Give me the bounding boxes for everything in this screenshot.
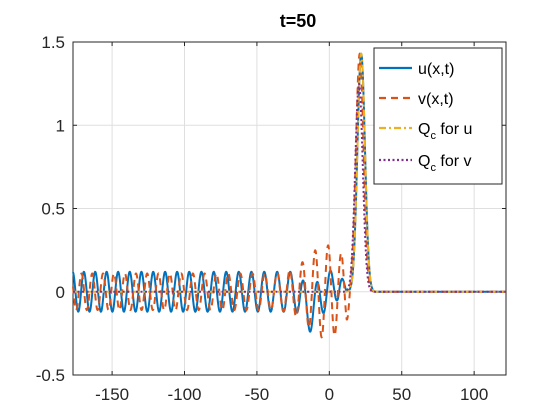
chart-title: t=50 bbox=[280, 11, 317, 31]
legend-label-3: Qc for u bbox=[418, 121, 472, 142]
tick-labels: -150 -100 -50 0 50 100 -0.5 0 0.5 1 1.5 bbox=[36, 33, 489, 404]
x-tick-label: -100 bbox=[167, 385, 201, 404]
legend-label-2: v(x,t) bbox=[418, 91, 454, 108]
series-layer bbox=[72, 52, 507, 339]
series-line-4 bbox=[72, 82, 507, 293]
legend-label-1: u(x,t) bbox=[418, 61, 454, 78]
x-tick-label: 0 bbox=[325, 385, 334, 404]
x-tick-label: -50 bbox=[245, 385, 270, 404]
x-tick-label: 50 bbox=[392, 385, 411, 404]
axes bbox=[72, 41, 507, 376]
legend-box bbox=[373, 47, 503, 185]
y-tick-label: 0 bbox=[56, 283, 65, 302]
y-tick-label: 0.5 bbox=[41, 200, 65, 219]
legend: u(x,t) v(x,t) Qc for u Qc for v bbox=[373, 47, 503, 185]
legend-label-4: Qc for v bbox=[418, 153, 472, 174]
y-tick-label: 1 bbox=[56, 116, 65, 135]
y-tick-label: -0.5 bbox=[36, 366, 65, 385]
y-tick-label: 1.5 bbox=[41, 33, 65, 52]
x-tick-label: 100 bbox=[460, 385, 488, 404]
x-tick-label: -150 bbox=[95, 385, 129, 404]
